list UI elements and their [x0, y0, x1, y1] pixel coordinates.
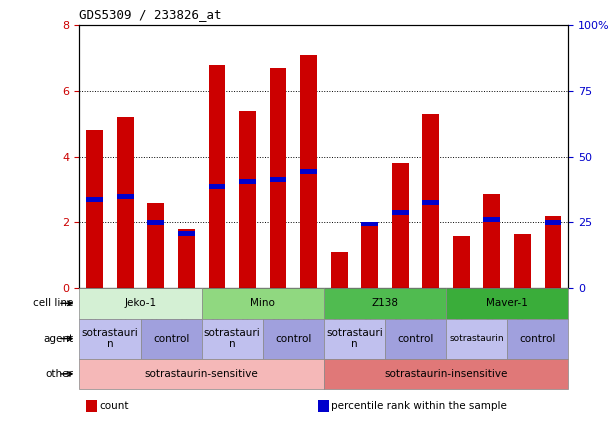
Bar	[422, 200, 439, 205]
Text: count: count	[99, 401, 128, 411]
Text: Mino: Mino	[251, 298, 275, 308]
Bar	[507, 319, 568, 359]
Bar	[269, 177, 287, 182]
Bar	[117, 117, 134, 288]
Bar	[208, 65, 225, 288]
Text: sotrastaurin-sensitive: sotrastaurin-sensitive	[145, 369, 258, 379]
Text: cell line: cell line	[33, 298, 73, 308]
Bar	[392, 163, 409, 288]
Bar	[202, 319, 263, 359]
Bar	[453, 236, 470, 288]
Text: Maver-1: Maver-1	[486, 298, 528, 308]
Text: agent: agent	[43, 334, 73, 343]
Text: Jeko-1: Jeko-1	[125, 298, 156, 308]
Bar	[86, 130, 103, 288]
Bar	[141, 319, 202, 359]
Bar	[483, 217, 500, 222]
Bar	[324, 359, 568, 389]
Bar	[324, 288, 446, 319]
Text: sotrastauri
n: sotrastauri n	[326, 328, 382, 349]
Bar	[269, 68, 287, 288]
Bar	[392, 210, 409, 215]
Bar	[79, 319, 141, 359]
Text: GDS5309 / 233826_at: GDS5309 / 233826_at	[79, 8, 222, 21]
Text: control: control	[153, 334, 189, 343]
Bar	[202, 288, 324, 319]
Bar	[147, 203, 164, 288]
Bar	[79, 288, 202, 319]
Bar	[324, 319, 385, 359]
Bar	[208, 184, 225, 189]
Text: control: control	[275, 334, 312, 343]
Bar	[544, 216, 562, 288]
Bar	[263, 319, 324, 359]
Bar	[300, 169, 317, 174]
Text: sotrastauri
n: sotrastauri n	[204, 328, 260, 349]
Bar	[239, 111, 256, 288]
Bar	[300, 55, 317, 288]
Bar	[361, 222, 378, 226]
Bar	[178, 231, 195, 236]
Text: control: control	[397, 334, 434, 343]
Bar	[147, 220, 164, 225]
Text: other: other	[45, 369, 73, 379]
Bar	[178, 229, 195, 288]
Bar	[79, 359, 324, 389]
Bar	[239, 179, 256, 184]
Bar	[117, 194, 134, 198]
Bar	[422, 114, 439, 288]
Bar	[361, 222, 378, 288]
Text: sotrastaurin: sotrastaurin	[449, 334, 504, 343]
Bar	[544, 220, 562, 225]
Bar	[446, 288, 568, 319]
Bar	[331, 252, 348, 288]
Bar	[86, 197, 103, 202]
Bar	[483, 195, 500, 288]
Text: sotrastaurin-insensitive: sotrastaurin-insensitive	[384, 369, 508, 379]
Text: Z138: Z138	[371, 298, 398, 308]
Bar	[514, 234, 531, 288]
Text: control: control	[519, 334, 556, 343]
Text: percentile rank within the sample: percentile rank within the sample	[331, 401, 507, 411]
Text: sotrastauri
n: sotrastauri n	[82, 328, 138, 349]
Bar	[385, 319, 446, 359]
Bar	[446, 319, 507, 359]
